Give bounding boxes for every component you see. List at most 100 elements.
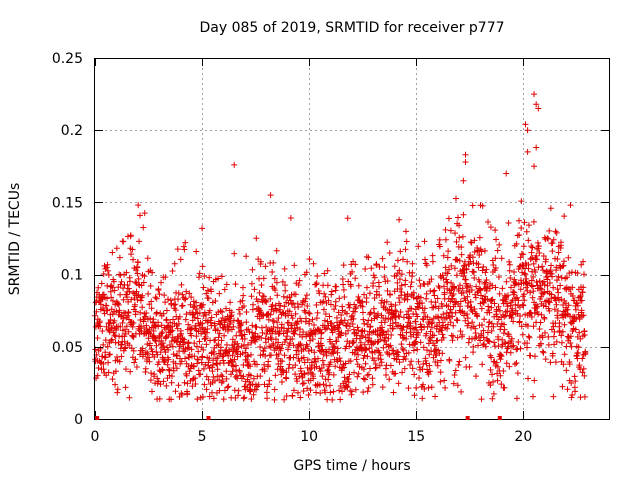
- data-point: [386, 250, 393, 257]
- baseline-marker: [95, 416, 100, 420]
- data-point: [466, 363, 473, 370]
- data-point: [322, 348, 329, 355]
- baseline-marker: [465, 416, 470, 420]
- data-point: [105, 369, 112, 376]
- data-point: [132, 356, 139, 363]
- data-point: [205, 376, 212, 383]
- data-point: [344, 384, 351, 391]
- data-point: [389, 315, 396, 322]
- data-point: [163, 382, 170, 389]
- data-point: [191, 353, 198, 360]
- data-point: [225, 352, 232, 359]
- data-point: [96, 318, 103, 325]
- data-point: [449, 295, 456, 302]
- data-point: [360, 316, 367, 323]
- data-point: [416, 277, 423, 284]
- data-point: [353, 303, 360, 310]
- data-point: [298, 318, 305, 325]
- data-point: [137, 316, 144, 323]
- data-point: [345, 327, 352, 334]
- data-point: [492, 265, 499, 272]
- data-point: [404, 258, 411, 265]
- data-point: [333, 338, 340, 345]
- data-point: [563, 343, 570, 350]
- data-point: [247, 387, 254, 394]
- data-point: [105, 326, 112, 333]
- data-point: [247, 351, 254, 358]
- data-point: [179, 302, 186, 309]
- data-point: [270, 318, 277, 325]
- data-point: [281, 396, 288, 403]
- data-point: [331, 326, 338, 333]
- data-point: [405, 349, 412, 356]
- data-point: [200, 365, 207, 372]
- data-point: [406, 341, 413, 348]
- data-point: [518, 323, 525, 330]
- data-point: [496, 241, 503, 248]
- data-point: [559, 328, 566, 335]
- data-point: [467, 258, 474, 265]
- chart-title: Day 085 of 2019, SRMTID for receiver p77…: [199, 20, 504, 36]
- data-point: [125, 309, 132, 316]
- data-point: [299, 380, 306, 387]
- data-point: [169, 343, 176, 350]
- data-point: [262, 339, 269, 346]
- data-point: [508, 335, 515, 342]
- data-point: [113, 308, 120, 315]
- data-point: [97, 345, 104, 352]
- data-point: [513, 280, 520, 287]
- data-point: [354, 373, 361, 380]
- data-point: [374, 314, 381, 321]
- data-point: [304, 343, 311, 350]
- data-point: [523, 228, 530, 235]
- data-point: [527, 255, 534, 262]
- data-point: [322, 311, 329, 318]
- data-point: [483, 266, 490, 273]
- data-point: [580, 365, 587, 372]
- data-point: [352, 346, 359, 353]
- data-point: [563, 367, 570, 374]
- data-point: [134, 270, 141, 277]
- data-point: [422, 357, 429, 364]
- data-point: [471, 249, 478, 256]
- data-point: [124, 312, 131, 319]
- data-point: [478, 330, 485, 337]
- data-point: [536, 326, 543, 333]
- data-point: [117, 271, 124, 278]
- data-point: [175, 296, 182, 303]
- data-point: [233, 332, 240, 339]
- data-point: [428, 324, 435, 331]
- data-point: [544, 235, 551, 242]
- data-point: [520, 243, 527, 250]
- data-point: [485, 337, 492, 344]
- data-point: [281, 352, 288, 359]
- data-point: [374, 339, 381, 346]
- data-point: [329, 396, 336, 403]
- data-point: [156, 395, 163, 402]
- data-point: [205, 359, 212, 366]
- data-point: [326, 313, 333, 320]
- data-point: [518, 198, 525, 205]
- data-point: [531, 377, 538, 384]
- data-point: [494, 363, 501, 370]
- x-tick-label: 10: [300, 429, 318, 445]
- data-point: [307, 337, 314, 344]
- data-point: [269, 269, 276, 276]
- data-point: [454, 317, 461, 324]
- data-point: [376, 292, 383, 299]
- data-point: [235, 306, 242, 313]
- data-point: [454, 334, 461, 341]
- data-point: [120, 238, 127, 245]
- data-point: [246, 388, 253, 395]
- data-point: [107, 316, 114, 323]
- data-point: [326, 369, 333, 376]
- data-point: [159, 329, 166, 336]
- data-point: [435, 328, 442, 335]
- data-point: [421, 386, 428, 393]
- data-point: [153, 342, 160, 349]
- data-point: [282, 282, 289, 289]
- data-point: [399, 345, 406, 352]
- data-point: [517, 254, 524, 261]
- data-point: [170, 367, 177, 374]
- data-point: [409, 269, 416, 276]
